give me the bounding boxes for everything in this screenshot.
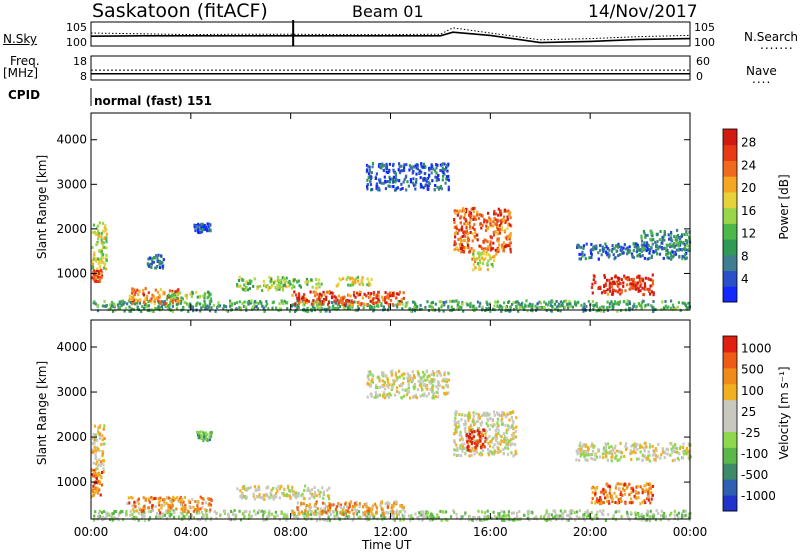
date-title: 14/Nov/2017 [588,2,698,22]
velocity-patch-10 [575,441,692,463]
noise-panel-frame [90,21,691,47]
freq-panel-frame [90,55,691,81]
power-patch-7 [236,275,288,292]
power-patch-3 [128,287,181,306]
velocity-colorbar-tick: 1000 [741,342,772,356]
x-tick-label: 08:00 [273,525,308,539]
cpid-text: normal (fast) 151 [94,94,212,108]
noise-right-label: N.Search [744,30,799,44]
velocity-ytick-label: 2000 [56,430,87,444]
noise-left-tick-top: 105 [66,21,87,34]
power-patch-14 [576,242,691,261]
power-colorbar [722,128,738,303]
power-patch-12 [453,206,513,254]
power-heatmap [91,162,692,313]
x-axis-label: Time UT [362,538,412,552]
velocity-heatmap [91,369,692,522]
noise-right-tick-top: 105 [694,21,715,34]
power-patch-11 [365,162,450,192]
velocity-patch-6 [291,500,405,517]
power-patch-8 [270,278,323,290]
nave-right-tick-top: 60 [696,55,710,68]
power-colorbar-tick: 28 [741,136,756,150]
cpid-label: CPID [8,88,41,102]
power-patch-15 [590,273,655,297]
x-tick-label: 12:00 [373,525,408,539]
velocity-patch-11 [590,482,655,506]
power-colorbar-tick: 16 [741,204,756,218]
velocity-colorbar-label: Velocity [m s⁻¹] [777,366,791,460]
x-tick-label: 00:00 [673,525,708,539]
power-colorbar-tick: 8 [741,249,749,263]
velocity-frame [90,319,691,520]
power-ytick-label: 1000 [56,266,87,280]
power-patch-10 [335,275,373,288]
power-patch-9 [291,290,405,307]
station-title: Saskatoon (fitACF) [92,0,268,22]
noise-right-dots: ....... [760,38,794,52]
power-patch-5 [165,290,212,301]
power-colorbar-tick: 20 [741,181,756,195]
nave-right-tick-bottom: 0 [696,70,703,83]
noise-series-1 [90,27,691,41]
power-patch-13 [471,251,498,272]
power-patch-6 [193,222,212,235]
freq-left-label: Freq. [10,54,40,68]
freq-left-tick-bottom: 8 [80,70,87,83]
velocity-patch-2 [92,509,692,522]
velocity-colorbar [722,335,738,512]
velocity-patch-7 [366,369,450,400]
velocity-colorbar-tick: -25 [741,426,761,440]
noise-series-0 [90,31,691,44]
x-tick-label: 04:00 [174,525,209,539]
power-patch-0 [91,221,108,272]
velocity-patch-9 [465,428,487,453]
velocity-ytick-label: 4000 [56,340,87,354]
power-ytick-label: 4000 [56,133,87,147]
velocity-colorbar-tick: -100 [741,447,768,461]
power-y-axis-label: Slant Range [km] [35,154,49,260]
nave-right-dots: .... [752,72,772,86]
nave-right-label: Nave [746,64,777,78]
x-tick-label: 20:00 [573,525,608,539]
velocity-patch-1 [91,469,104,498]
power-colorbar-tick: 4 [741,272,749,286]
x-tick-label: 16:00 [473,525,508,539]
x-tick-label: 00:00 [74,525,109,539]
power-colorbar-tick: 24 [741,158,756,172]
velocity-colorbar-tick: 25 [741,405,756,419]
power-patch-4 [146,253,165,270]
velocity-patch-4 [196,430,213,443]
velocity-colorbar-tick: -500 [741,468,768,482]
power-patch-1 [91,269,104,283]
noise-left-label: N.Sky [3,32,38,46]
velocity-ytick-label: 3000 [56,385,87,399]
power-colorbar-label: Power [dB] [777,174,791,240]
velocity-patch-3 [126,495,213,515]
velocity-colorbar-tick: 100 [741,384,764,398]
velocity-colorbar-tick: -1000 [741,489,776,503]
velocity-y-axis-label: Slant Range [km] [35,360,49,466]
velocity-patch-8 [452,410,518,458]
beam-title: Beam 01 [352,2,424,21]
noise-left-tick-bottom: 100 [66,36,87,49]
power-colorbar-tick: 12 [741,227,756,241]
noise-right-tick-bottom: 100 [694,36,715,49]
freq-left-unit: [MHz] [3,66,39,80]
freq-left-tick-top: 18 [73,55,87,68]
velocity-patch-5 [236,484,331,501]
power-frame [90,112,691,311]
power-ytick-label: 2000 [56,222,87,236]
velocity-colorbar-tick: 500 [741,363,764,377]
velocity-ytick-label: 1000 [56,475,87,489]
power-ytick-label: 3000 [56,177,87,191]
